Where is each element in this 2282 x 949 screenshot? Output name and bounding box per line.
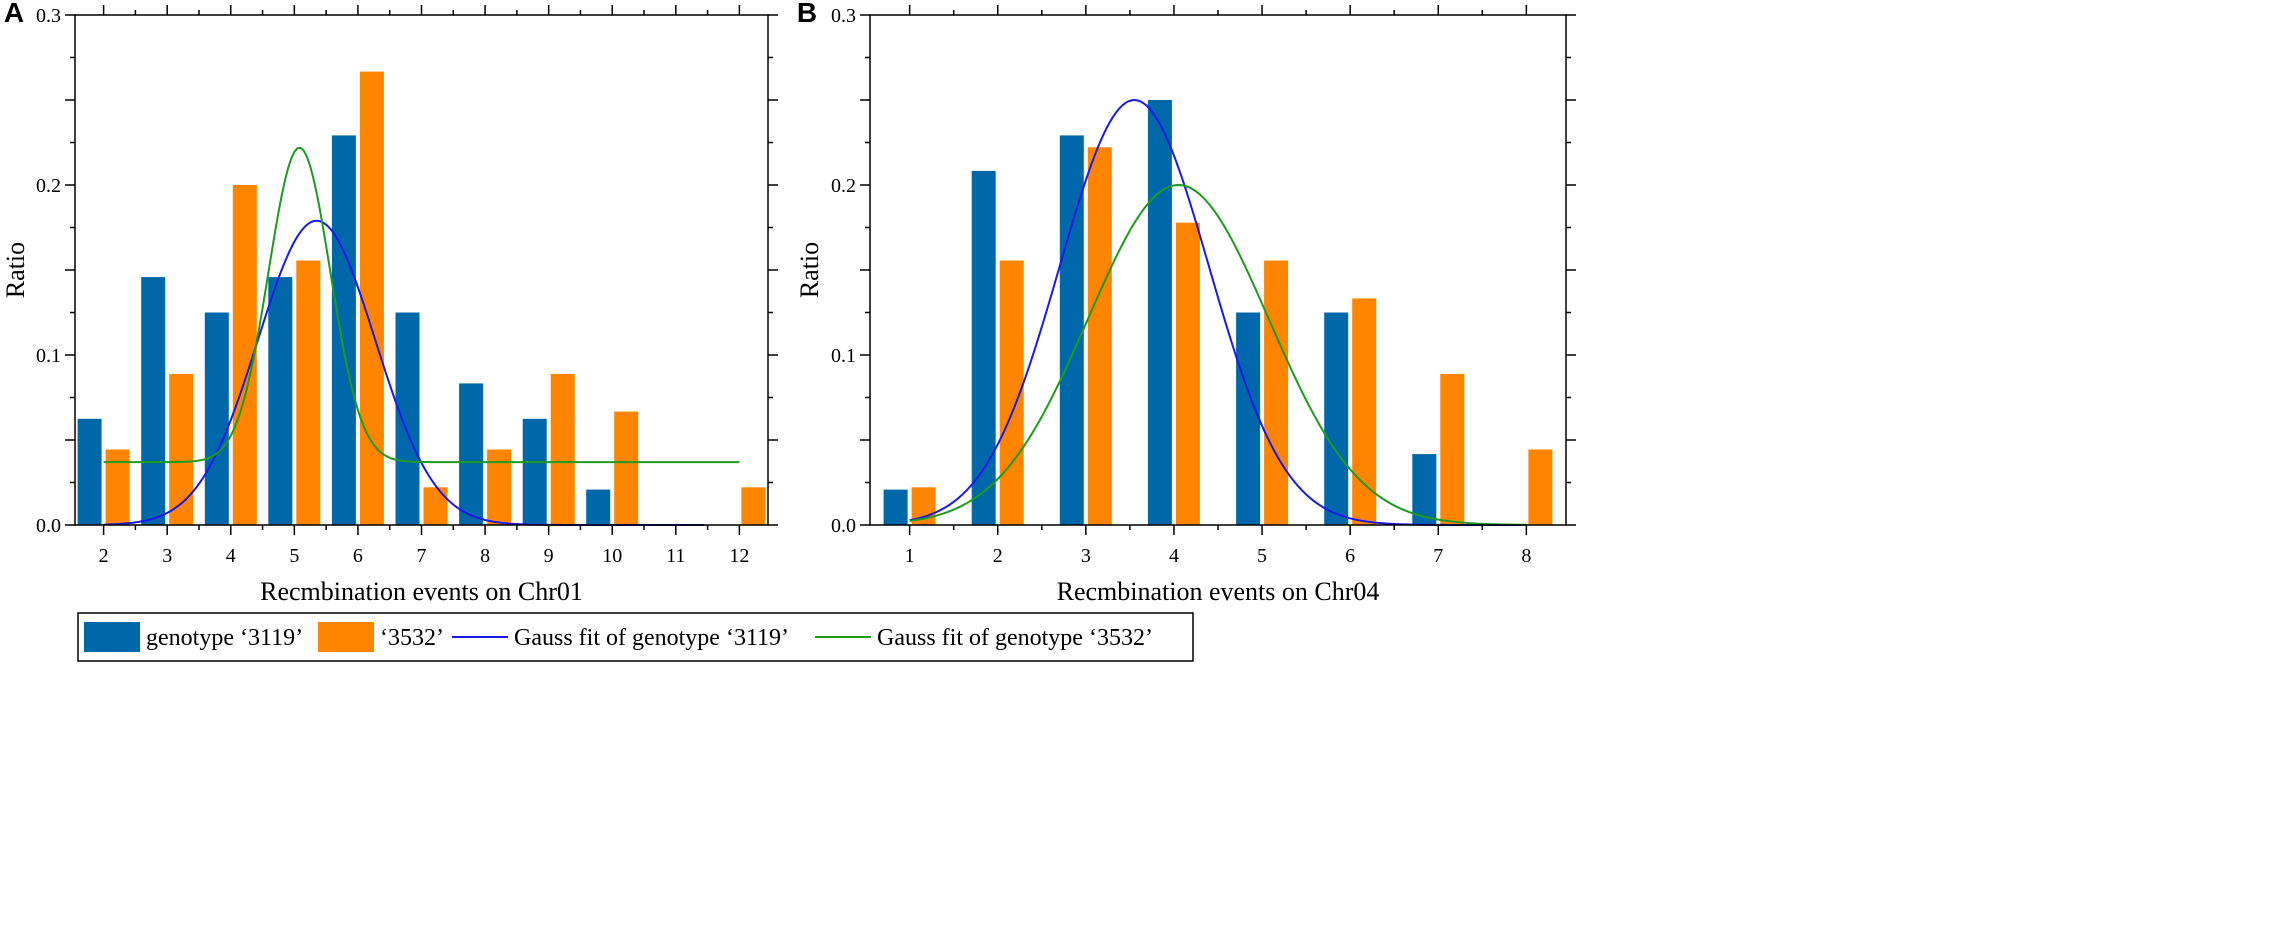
x-tick-label: 5 (1257, 545, 1267, 567)
bar-3119-x6 (1324, 312, 1349, 525)
y-axis-title: Ratio (795, 242, 824, 298)
legend: genotype ‘3119’ ‘3532’ Gauss fit of genoty… (77, 612, 1194, 662)
bar-3532-x6 (359, 71, 384, 525)
gauss-fit-3532-line (909, 183, 1527, 526)
bar-3119-x8 (459, 383, 484, 525)
x-tick-label: 2 (993, 545, 1003, 567)
bar-3119-x4 (1147, 100, 1172, 525)
legend-label: Gauss fit of genotype ‘3532’ (877, 625, 1153, 651)
x-tick-label: 9 (544, 545, 554, 567)
x-tick-label: 7 (417, 545, 427, 567)
bar-3532-x3 (1087, 147, 1112, 526)
bar-3532-x10 (614, 411, 639, 525)
panel-a: 0.0 0.1 0.2 0.3 2 3 4 5 6 7 8 9 10 11 12 Recmbination e… (1, 0, 778, 606)
bar-3119-x5 (268, 277, 293, 525)
bar-3119-x2 (77, 418, 102, 526)
bar-3119-x6 (331, 135, 356, 525)
y-axis-title: Ratio (1, 242, 30, 298)
y-tick-label: 0.3 (831, 5, 856, 27)
x-tick-label: 6 (1345, 545, 1355, 567)
bar-3532-x2 (105, 449, 130, 525)
y-tick-label: 0.3 (36, 5, 61, 27)
bar-3532-x4 (232, 185, 257, 525)
y-tick-label: 0.2 (831, 175, 856, 197)
legend-swatch-genotype_3119 (84, 622, 140, 652)
bar-3119-x3 (141, 277, 166, 525)
legend-swatch-genotype_3532 (318, 622, 374, 652)
bar-3119-x7 (1412, 454, 1437, 525)
bar-3532-x5 (296, 260, 321, 525)
gauss-fit-3532-line (103, 146, 740, 464)
legend-label: ‘3532’ (380, 625, 444, 651)
legend-box (77, 612, 1194, 662)
bar-3532-x4 (1175, 222, 1200, 525)
bar-3532-x8 (487, 449, 512, 525)
panel-b: 0.0 0.1 0.2 0.3 1 2 3 4 5 6 7 8 Recmbination events … (795, 0, 1576, 606)
y-tick-label: 0.1 (36, 345, 61, 367)
bar-3532-x6 (1352, 298, 1377, 525)
x-tick-label: 11 (666, 545, 685, 567)
y-tick-label: 0.0 (831, 515, 856, 537)
legend-label: genotype ‘3119’ (146, 625, 303, 651)
bar-3532-x5 (1264, 260, 1289, 525)
x-tick-label: 3 (162, 545, 172, 567)
panel-label: A (4, 0, 24, 28)
bar-3532-x8 (1528, 449, 1553, 525)
x-tick-label: 3 (1081, 545, 1091, 567)
x-tick-label: 5 (289, 545, 299, 567)
bar-3119-x1 (883, 489, 908, 525)
y-tick-label: 0.0 (36, 515, 61, 537)
bar-3119-x7 (395, 312, 420, 525)
bar-3119-x5 (1236, 312, 1261, 525)
x-tick-label: 6 (353, 545, 363, 567)
bar-3532-x3 (169, 373, 194, 525)
panel-label: B (797, 0, 817, 28)
x-tick-label: 12 (729, 545, 749, 567)
bar-3119-x2 (971, 170, 996, 525)
x-tick-label: 7 (1433, 545, 1443, 567)
y-tick-label: 0.2 (36, 175, 61, 197)
y-tick-label: 0.1 (831, 345, 856, 367)
bar-3119-x3 (1059, 135, 1084, 525)
bar-3532-x7 (1440, 373, 1465, 525)
x-tick-label: 1 (905, 545, 915, 567)
bar-3119-x10 (586, 489, 611, 525)
bar-3532-x9 (550, 373, 575, 525)
legend-label: Gauss fit of genotype ‘3119’ (514, 625, 789, 651)
x-tick-label: 8 (1521, 545, 1531, 567)
x-axis-title: Recmbination events on Chr04 (1057, 577, 1380, 606)
x-tick-label: 4 (226, 545, 236, 567)
x-tick-label: 10 (602, 545, 622, 567)
bar-3532-x7 (423, 487, 448, 525)
x-tick-label: 8 (480, 545, 490, 567)
x-axis-title: Recmbination events on Chr01 (260, 577, 583, 606)
bar-3119-x9 (522, 418, 547, 526)
x-tick-label: 2 (99, 545, 109, 567)
bar-3532-x12 (741, 487, 766, 525)
x-tick-label: 4 (1169, 545, 1179, 567)
bar-3119-x4 (204, 312, 229, 525)
